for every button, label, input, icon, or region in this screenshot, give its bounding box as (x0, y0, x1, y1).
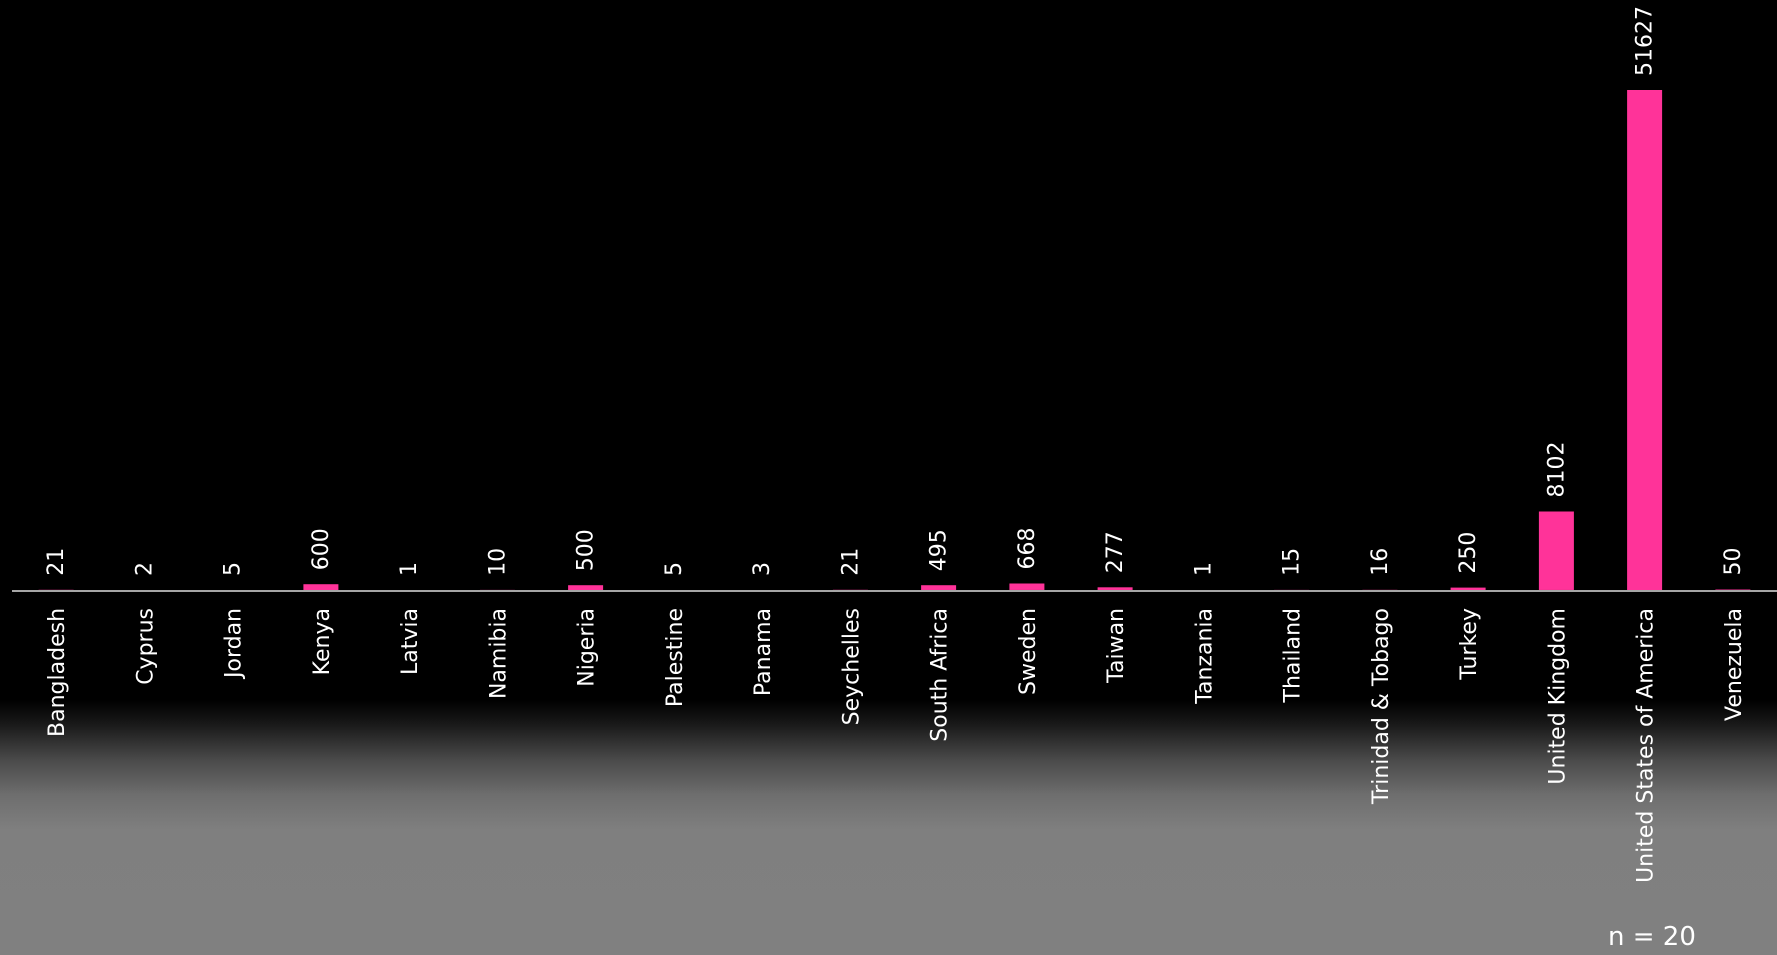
category-label-nigeria: Nigeria (575, 608, 600, 687)
value-label-nigeria: 500 (574, 529, 599, 571)
category-label-united-kingdom: United Kingdom (1545, 608, 1570, 785)
bar-sweden (1009, 583, 1045, 590)
bar-united-states-of-america (1627, 90, 1663, 590)
category-label-turkey: Turkey (1457, 608, 1482, 681)
bar-taiwan (1097, 587, 1133, 590)
category-label-panama: Panama (751, 608, 776, 696)
value-label-bangladesh: 21 (44, 548, 69, 576)
value-label-thailand: 15 (1280, 548, 1305, 576)
value-label-namibia: 10 (485, 548, 510, 576)
value-label-jordan: 5 (221, 562, 246, 576)
value-label-panama: 3 (750, 562, 775, 576)
bar-nigeria (568, 585, 604, 591)
category-label-bangladesh: Bangladesh (45, 608, 70, 737)
category-label-jordan: Jordan (222, 608, 247, 680)
sample-size-note: n = 20 (1608, 922, 1696, 952)
value-label-united-states-of-america: 51627 (1633, 6, 1658, 76)
category-label-kenya: Kenya (310, 608, 335, 675)
category-label-tanzania: Tanzania (1192, 608, 1217, 705)
category-label-united-states-of-america: United States of America (1634, 608, 1659, 883)
category-label-seychelles: Seychelles (839, 608, 864, 725)
category-label-latvia: Latvia (398, 608, 423, 675)
category-label-venezuela: Venezuela (1722, 608, 1747, 721)
value-label-sweden: 668 (1015, 528, 1040, 570)
bar-south-africa (921, 585, 957, 590)
category-labels: Bangladesh Cyprus Jordan Kenya Latvia Namibia… (45, 608, 1747, 883)
bar-kenya (303, 584, 339, 591)
value-labels: 21 2 5 600 1 10 500 5 3 21 495 668 277 1 15 16 250 8102 51… (44, 6, 1746, 576)
bar-united-kingdom (1538, 511, 1574, 590)
bars (38, 90, 1751, 591)
value-label-turkey: 250 (1456, 532, 1481, 574)
value-label-united-kingdom: 8102 (1544, 442, 1569, 498)
value-label-trinidad-and-tobago: 16 (1368, 548, 1393, 576)
category-label-south-africa: South Africa (928, 608, 953, 742)
category-label-trinidad-and-tobago: Trinidad & Tobago (1369, 608, 1394, 805)
bar-turkey (1450, 587, 1486, 591)
value-label-taiwan: 277 (1103, 531, 1128, 573)
value-label-tanzania: 1 (1191, 562, 1216, 576)
value-label-kenya: 600 (309, 528, 334, 570)
value-label-seychelles: 21 (838, 548, 863, 576)
value-label-south-africa: 495 (927, 529, 952, 571)
category-label-sweden: Sweden (1016, 608, 1041, 695)
value-label-cyprus: 2 (132, 562, 157, 576)
category-label-thailand: Thailand (1281, 608, 1306, 703)
category-label-taiwan: Taiwan (1104, 608, 1129, 684)
category-label-palestine: Palestine (663, 608, 688, 707)
value-label-venezuela: 50 (1721, 548, 1746, 576)
category-label-namibia: Namibia (486, 608, 511, 699)
value-label-latvia: 1 (397, 562, 422, 576)
value-label-palestine: 5 (662, 562, 687, 576)
category-label-cyprus: Cyprus (133, 608, 158, 685)
